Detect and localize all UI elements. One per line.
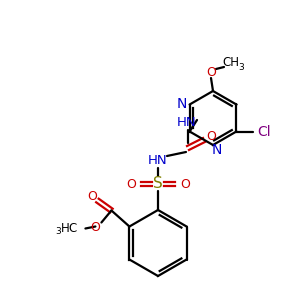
Text: O: O xyxy=(180,178,190,190)
Text: N: N xyxy=(212,143,222,157)
Text: H: H xyxy=(61,222,70,235)
Text: O: O xyxy=(206,130,216,143)
Text: 3: 3 xyxy=(56,227,61,236)
Text: C: C xyxy=(68,222,76,235)
Text: CH: CH xyxy=(223,56,239,70)
Text: HN: HN xyxy=(148,154,168,166)
Text: Cl: Cl xyxy=(258,124,271,139)
Text: 3: 3 xyxy=(238,62,244,71)
Text: S: S xyxy=(153,176,163,191)
Text: O: O xyxy=(206,65,216,79)
Text: HN: HN xyxy=(177,116,197,128)
Text: O: O xyxy=(88,190,98,203)
Text: O: O xyxy=(91,221,100,234)
Text: N: N xyxy=(176,98,187,112)
Text: O: O xyxy=(126,178,136,190)
